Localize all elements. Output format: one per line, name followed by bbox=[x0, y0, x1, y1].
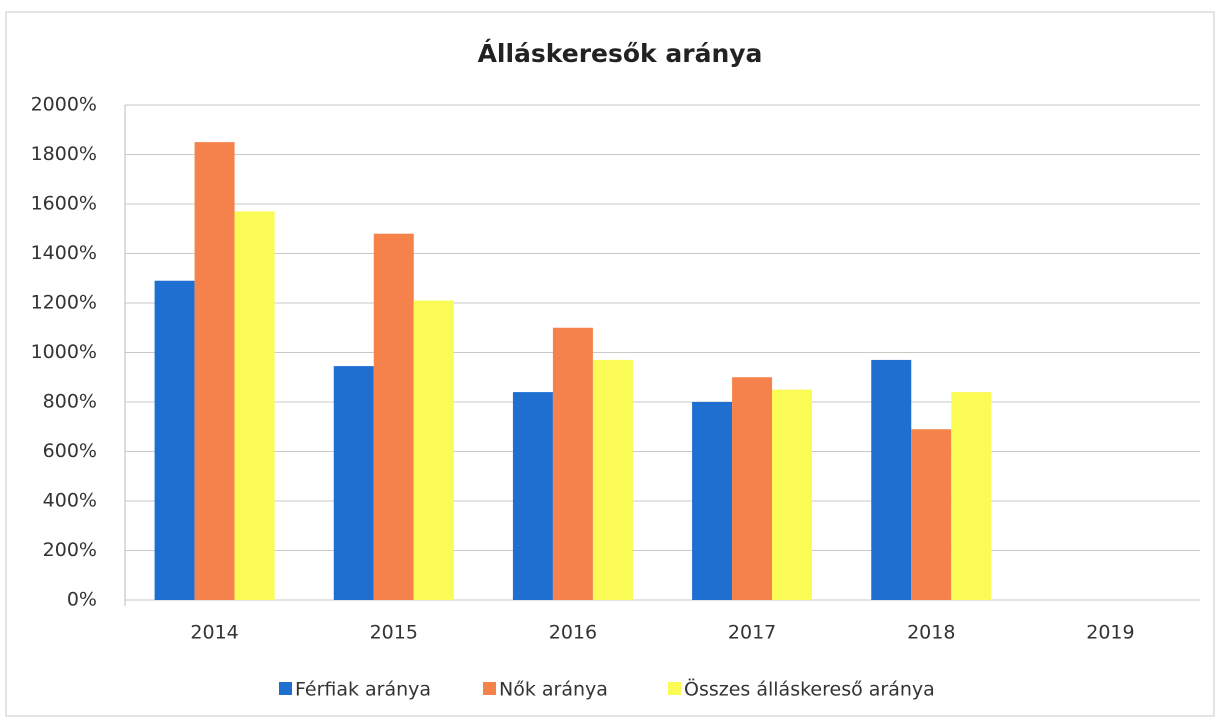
x-tick-label: 2018 bbox=[907, 622, 955, 644]
legend-label: Összes álláskereső aránya bbox=[684, 678, 935, 701]
y-tick-label: 2000% bbox=[31, 94, 97, 116]
bar bbox=[154, 280, 195, 600]
bar bbox=[194, 142, 235, 600]
legend-label: Férfiak aránya bbox=[295, 679, 431, 701]
y-tick-label: 1400% bbox=[31, 242, 97, 264]
y-tick-label: 1000% bbox=[31, 341, 97, 363]
legend-swatch bbox=[668, 682, 681, 695]
y-tick-label: 1600% bbox=[31, 193, 97, 215]
bar bbox=[732, 377, 773, 600]
bar bbox=[552, 327, 593, 600]
bar bbox=[413, 300, 454, 600]
x-tick-label: 2016 bbox=[549, 622, 597, 644]
legend-swatch bbox=[279, 682, 292, 695]
bar bbox=[333, 366, 374, 600]
y-tick-label: 200% bbox=[43, 539, 97, 561]
y-tick-label: 0% bbox=[67, 589, 97, 611]
bar bbox=[871, 359, 912, 600]
legend-swatch bbox=[483, 682, 496, 695]
y-tick-label: 600% bbox=[43, 440, 97, 462]
legend-label: Nők aránya bbox=[499, 679, 608, 701]
bar bbox=[592, 359, 633, 600]
bar bbox=[692, 402, 733, 600]
bar bbox=[512, 392, 553, 600]
x-tick-label: 2017 bbox=[728, 622, 776, 644]
y-tick-label: 400% bbox=[43, 490, 97, 512]
bar bbox=[911, 429, 952, 600]
bar bbox=[772, 389, 813, 600]
y-tick-label: 1200% bbox=[31, 292, 97, 314]
x-tick-label: 2019 bbox=[1086, 622, 1134, 644]
y-tick-label: 1800% bbox=[31, 143, 97, 165]
x-tick-label: 2014 bbox=[190, 622, 238, 644]
bar bbox=[951, 392, 992, 600]
legend: Férfiak aránya Nők aránya Összes álláskere… bbox=[279, 678, 935, 701]
y-tick-label: 800% bbox=[43, 391, 97, 413]
bar bbox=[234, 211, 275, 601]
chart-title: Álláskeresők aránya bbox=[478, 39, 763, 68]
bar bbox=[373, 233, 414, 600]
x-tick-label: 2015 bbox=[370, 622, 418, 644]
